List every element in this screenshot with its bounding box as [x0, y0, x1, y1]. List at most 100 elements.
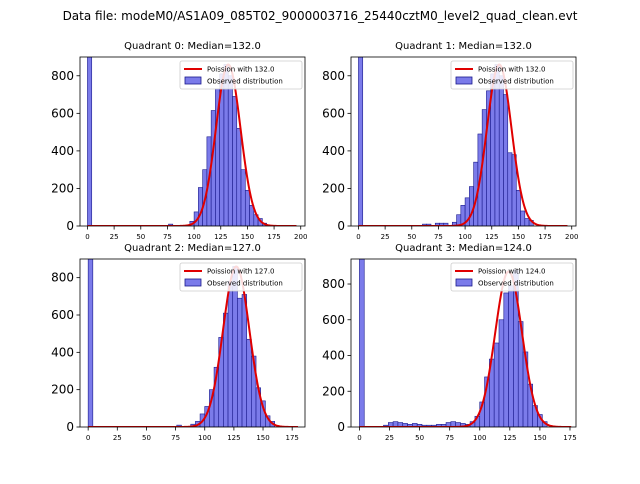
fit-curve	[359, 270, 572, 427]
x-tick-label: 200	[294, 233, 307, 241]
histogram-bar	[503, 94, 509, 226]
histogram-bar	[210, 110, 216, 226]
x-tick-label: 50	[415, 434, 424, 442]
legend-label-observed: Observed distribution	[207, 78, 283, 86]
y-tick-label: 600	[51, 308, 74, 322]
y-tick-label: 600	[322, 106, 345, 120]
histogram-bar	[507, 152, 513, 226]
y-tick-label: 400	[322, 349, 345, 363]
y-tick-label: 0	[66, 219, 74, 233]
histogram-bar	[493, 342, 500, 427]
x-tick-label: 125	[227, 434, 240, 442]
x-tick-label: 0	[356, 233, 360, 241]
histogram-bar	[498, 319, 505, 427]
histogram-bar	[223, 312, 229, 427]
x-tick-label: 150	[256, 434, 269, 442]
legend-box	[179, 262, 303, 292]
legend-box	[450, 262, 574, 292]
y-tick-label: 600	[322, 313, 345, 327]
quadrant-panel-0: 0 25 50 75 100 125 150 175 200 0 200 400 600 800 Quadr…	[51, 41, 307, 241]
legend-label-fit: Poission with 127.0	[207, 268, 275, 276]
x-tick-label: 0	[86, 434, 90, 442]
y-tick-label: 800	[51, 69, 74, 83]
panel-title: Quadrant 2: Median=127.0	[124, 243, 261, 254]
histogram-bar	[241, 294, 248, 427]
legend-label-observed: Observed distribution	[478, 78, 554, 86]
histogram-bar	[358, 57, 364, 226]
fit-curve	[358, 63, 568, 226]
x-tick-label: 150	[512, 233, 525, 241]
x-tick-label: 25	[385, 434, 394, 442]
x-tick-label: 175	[563, 434, 576, 442]
x-tick-label: 100	[198, 434, 211, 442]
fit-curve	[88, 265, 299, 427]
y-tick-label: 200	[322, 384, 345, 398]
histogram-bar	[515, 190, 521, 226]
histogram-bar	[524, 218, 530, 226]
panel-title: Quadrant 3: Median=124.0	[395, 243, 532, 254]
histogram-bar	[87, 259, 94, 427]
y-tick-label: 800	[322, 69, 345, 83]
x-tick-label: 0	[357, 434, 361, 442]
x-tick-label: 0	[85, 233, 89, 241]
x-tick-label: 175	[538, 233, 551, 241]
x-tick-label: 50	[407, 233, 416, 241]
quadrant-panel-3: 0 25 50 75 100 125 150 175 0 200 400 600 800 Quadrant…	[322, 243, 577, 442]
histogram-bar	[246, 338, 252, 427]
histogram-bar	[359, 259, 365, 427]
y-tick-label: 400	[51, 345, 74, 359]
plot-area-1	[358, 57, 568, 226]
legend-label-fit: Poission with 132.0	[478, 66, 546, 74]
axes-frame	[350, 258, 577, 428]
x-tick-label: 25	[113, 434, 122, 442]
x-tick-label: 150	[241, 233, 254, 241]
histogram-bar	[469, 186, 474, 226]
x-tick-label: 100	[458, 233, 471, 241]
axes-frame	[350, 56, 577, 227]
panel-title: Quadrant 1: Median=132.0	[395, 41, 532, 52]
x-tick-label: 175	[267, 233, 280, 241]
x-tick-label: 150	[533, 434, 546, 442]
x-tick-label: 75	[163, 233, 172, 241]
x-tick-label: 125	[214, 233, 227, 241]
x-tick-label: 125	[485, 233, 498, 241]
legend-label-fit: Poission with 132.0	[207, 66, 275, 74]
x-tick-label: 75	[171, 434, 180, 442]
fit-curve	[87, 63, 297, 226]
axes-frame	[79, 56, 306, 227]
y-tick-label: 0	[337, 219, 345, 233]
legend-bar-swatch	[184, 76, 202, 85]
axes-frame	[79, 258, 306, 428]
x-tick-label: 100	[187, 233, 200, 241]
legend: Poission with 132.0 Observed distribution	[179, 60, 303, 90]
legend-label-observed: Observed distribution	[207, 280, 283, 288]
histogram-bar	[443, 222, 449, 226]
legend-box	[450, 60, 574, 90]
x-tick-label: 200	[565, 233, 578, 241]
y-tick-label: 0	[337, 420, 345, 434]
x-tick-label: 125	[503, 434, 516, 442]
histogram-bar	[481, 109, 487, 226]
legend-bar-swatch	[184, 278, 202, 287]
x-tick-label: 25	[110, 233, 119, 241]
legend: Poission with 124.0 Observed distribution	[450, 262, 574, 292]
y-tick-label: 400	[51, 144, 74, 158]
histogram-bar	[232, 96, 238, 226]
legend: Poission with 127.0 Observed distribution	[179, 262, 303, 292]
histogram-bar	[236, 128, 242, 226]
histogram-bar	[520, 210, 526, 226]
y-tick-label: 800	[51, 271, 74, 285]
x-tick-label: 100	[473, 434, 486, 442]
quadrant-panel-2: 0 25 50 75 100 125 150 175 0 200 400 600 800 Quadrant…	[51, 243, 306, 442]
plot-area-3	[359, 259, 572, 427]
histogram-bar	[87, 57, 93, 226]
legend-label-observed: Observed distribution	[478, 280, 554, 288]
histogram-bar	[498, 75, 504, 226]
legend-label-fit: Poission with 124.0	[478, 268, 546, 276]
x-tick-label: 50	[142, 434, 151, 442]
legend-bar-swatch	[455, 76, 473, 85]
histogram-bar	[237, 297, 243, 427]
plot-area-0	[87, 57, 297, 226]
